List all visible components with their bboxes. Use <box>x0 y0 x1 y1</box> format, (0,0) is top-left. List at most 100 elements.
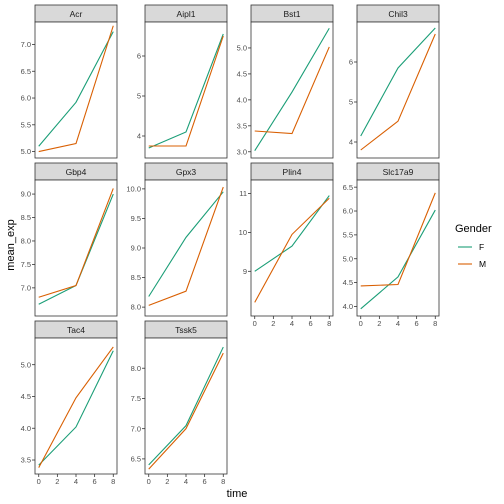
y-tick-label: 7.0 <box>21 283 31 292</box>
x-tick-label: 0 <box>37 477 41 486</box>
facet-strip-label: Bst1 <box>283 9 300 19</box>
legend-label: F <box>479 242 484 252</box>
panel-background <box>144 21 228 159</box>
y-tick-label: 8.0 <box>21 237 31 246</box>
x-tick-label: 4 <box>290 319 294 328</box>
y-tick-label: 8.5 <box>21 213 31 222</box>
series-line-f <box>38 31 114 147</box>
y-tick-label: 3.5 <box>21 456 31 465</box>
x-tick-label: 2 <box>377 319 381 328</box>
panel-background <box>250 179 334 317</box>
y-tick-label: 5.0 <box>21 147 31 156</box>
y-tick-label: 4.0 <box>343 302 353 311</box>
facet-panel-chil3: Chil3 4 5 6 <box>349 4 440 159</box>
legend-title: Gender <box>455 223 492 235</box>
y-tick-label: 5.0 <box>237 44 247 53</box>
y-tick-label: 5 <box>349 98 353 107</box>
x-tick-label: 0 <box>253 319 257 328</box>
series-line-m <box>148 352 224 470</box>
y-tick-label: 6.0 <box>21 94 31 103</box>
series-line-f <box>148 346 224 466</box>
y-tick-label: 4.0 <box>237 95 247 104</box>
series-line-f <box>254 195 330 272</box>
x-tick-label: 6 <box>309 319 313 328</box>
x-tick-label: 6 <box>93 477 97 486</box>
x-tick-label: 4 <box>396 319 400 328</box>
facet-panel-tac4: Tac4 3.5 4.0 4.5 5.0 0 2 4 6 8 <box>21 320 118 486</box>
y-tick-label: 4 <box>349 138 353 147</box>
facet-panel-bst1: Bst1 3.0 3.5 4.0 4.5 5.0 <box>237 4 334 159</box>
y-tick-label: 6 <box>349 58 353 67</box>
facet-strip-label: Gbp4 <box>66 167 87 177</box>
series-line-m <box>360 33 436 151</box>
y-tick-label: 6.0 <box>343 207 353 216</box>
y-tick-label: 9 <box>243 267 247 276</box>
panel-background <box>34 179 118 317</box>
x-tick-label: 2 <box>271 319 275 328</box>
y-tick-label: 6.5 <box>131 454 141 463</box>
x-tick-label: 2 <box>55 477 59 486</box>
series-line-f <box>38 350 114 466</box>
legend-entry-m: M <box>458 259 486 269</box>
series-line-f <box>254 27 330 152</box>
panel-background <box>34 21 118 159</box>
y-tick-label: 6.5 <box>343 183 353 192</box>
y-tick-label: 10 <box>239 228 247 237</box>
series-line-m <box>360 192 436 287</box>
y-tick-label: 9.5 <box>131 214 141 223</box>
y-tick-label: 4 <box>137 132 141 141</box>
y-tick-label: 6 <box>137 52 141 61</box>
panel-background <box>144 179 228 317</box>
legend-label: M <box>479 259 486 269</box>
series-line-f <box>148 33 224 149</box>
y-tick-label: 7.5 <box>131 394 141 403</box>
facet-strip-label: Tac4 <box>67 325 85 335</box>
y-tick-label: 11 <box>239 189 247 198</box>
facet-panel-plin4: Plin4 9 10 11 0 2 4 6 8 <box>239 162 334 328</box>
series-line-m <box>148 186 224 306</box>
y-tick-label: 9.0 <box>21 190 31 199</box>
panel-background <box>356 21 440 159</box>
x-tick-label: 0 <box>147 477 151 486</box>
facet-panel-gbp4: Gbp4 7.0 7.5 8.0 8.5 9.0 <box>21 162 118 317</box>
y-tick-label: 6.5 <box>21 67 31 76</box>
series-line-m <box>148 35 224 147</box>
facet-panel-aipl1: Aipl1 4 5 6 <box>137 4 228 159</box>
facet-panel-gpx3: Gpx3 8.0 8.5 9.0 9.5 10.0 <box>126 162 228 317</box>
y-tick-label: 3.0 <box>237 147 247 156</box>
y-tick-label: 5.0 <box>21 360 31 369</box>
series-line-f <box>360 209 436 310</box>
facet-panels: Acr 5.0 5.5 6.0 6.5 7.0 Aipl1 4 5 6 Bst1 3.0 3.5 4.0 4… <box>21 4 440 486</box>
y-tick-label: 5 <box>137 92 141 101</box>
y-tick-label: 4.5 <box>237 70 247 79</box>
facet-panel-acr: Acr 5.0 5.5 6.0 6.5 7.0 <box>21 4 118 159</box>
series-line-m <box>254 46 330 135</box>
y-tick-label: 4.5 <box>21 392 31 401</box>
facet-panel-slc17a9: Slc17a9 4.0 4.5 5.0 5.5 6.0 6.5 0 2 4 6 8 <box>343 162 440 328</box>
facet-strip-label: Aipl1 <box>177 9 196 19</box>
series-line-m <box>254 197 330 303</box>
x-tick-label: 8 <box>111 477 115 486</box>
x-tick-label: 2 <box>165 477 169 486</box>
y-tick-label: 4.5 <box>343 278 353 287</box>
legend-entry-f: F <box>458 242 484 252</box>
panel-background <box>356 179 440 317</box>
y-tick-label: 4.0 <box>21 424 31 433</box>
y-tick-label: 8.0 <box>131 364 141 373</box>
facet-strip-label: Chil3 <box>388 9 408 19</box>
series-line-f <box>148 191 224 297</box>
series-line-m <box>38 346 114 468</box>
facet-strip-label: Slc17a9 <box>383 167 414 177</box>
y-tick-label: 5.5 <box>343 230 353 239</box>
y-tick-label: 7.0 <box>131 424 141 433</box>
x-tick-label: 6 <box>203 477 207 486</box>
y-tick-label: 8.0 <box>131 303 141 312</box>
facet-strip-label: Plin4 <box>283 167 302 177</box>
y-axis-title: mean_exp <box>5 219 17 270</box>
series-line-m <box>38 188 114 298</box>
facet-strip-label: Acr <box>70 9 83 19</box>
x-tick-label: 8 <box>433 319 437 328</box>
x-tick-label: 4 <box>184 477 188 486</box>
y-tick-label: 9.0 <box>131 244 141 253</box>
